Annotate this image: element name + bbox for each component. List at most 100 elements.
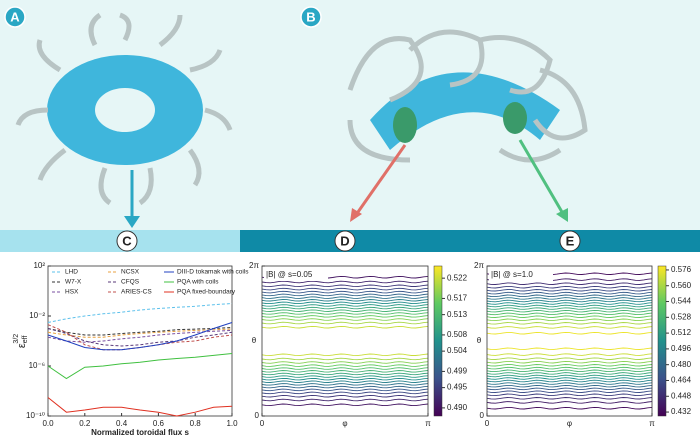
contour-line (261, 391, 429, 395)
contour-line (261, 377, 429, 381)
contour-line (486, 364, 653, 367)
y-label-sup: 3/2 (13, 334, 20, 344)
series-line (47, 328, 233, 338)
label-badge (559, 230, 581, 252)
x-tick-label: 0.6 (153, 419, 165, 428)
contour-line (486, 289, 653, 292)
contour-line (486, 360, 653, 364)
series-line (47, 328, 233, 347)
y-tick-label: 2π (474, 261, 484, 270)
contour-line (486, 369, 653, 373)
x-axis-label: φ (342, 419, 347, 428)
legend-label: HSX (65, 289, 79, 296)
plot-title: |B| @ s=0.05 (266, 270, 313, 279)
contour-line (486, 387, 653, 391)
panel-label: D (340, 233, 349, 248)
title-box (489, 269, 553, 281)
legend-label: PQA fixed-boundary (177, 289, 236, 296)
contour-line (486, 297, 653, 300)
contour-line (261, 364, 429, 367)
x-tick-label: 0 (485, 419, 490, 428)
x-tick-label: 0.0 (42, 419, 54, 428)
legend-label: ARIES-CS (121, 289, 152, 296)
plot-frame (47, 265, 233, 417)
legend-label: DIII-D tokamak with coils (177, 269, 249, 276)
colorbar-tick-label: 0.517 (447, 294, 468, 303)
contour-line (261, 280, 429, 284)
contour-line (261, 403, 429, 407)
contour-line (261, 385, 429, 389)
y-axis-label: εeff3/2 (13, 334, 29, 348)
contour-line (486, 406, 653, 410)
contour-line (486, 384, 653, 388)
contour-line (486, 393, 653, 397)
colorbar-tick-label: 0.480 (671, 360, 692, 369)
colorbar-tick-label: 0.528 (671, 312, 692, 321)
y-tick-label: 10⁻⁶ (29, 361, 45, 370)
torus-render-a (15, 12, 233, 228)
y-tick-label: 10⁻¹⁰ (26, 411, 45, 420)
contour-line (486, 309, 653, 313)
contour-line (261, 293, 429, 297)
contour-line (486, 285, 653, 289)
label-badge (334, 230, 356, 252)
chart-background (0, 252, 700, 438)
colorbar-tick-label: 0.512 (671, 328, 692, 337)
contour-line (486, 326, 653, 329)
contour-line (486, 382, 653, 385)
colorbar-tick-label: 0.508 (447, 330, 468, 339)
x-axis-label: Normalized toroidal flux s (91, 428, 189, 437)
contour-line (261, 309, 429, 312)
contour-line (261, 315, 429, 318)
contour-line (486, 291, 653, 295)
contour-line (261, 325, 429, 329)
contour-line (486, 347, 653, 351)
contour-line (486, 331, 653, 335)
series-line (47, 303, 233, 323)
legend-label: W7-X (65, 279, 82, 286)
y-tick-label: 10² (33, 261, 45, 270)
x-tick-label: 0.8 (190, 419, 202, 428)
contour-line (486, 304, 653, 308)
x-tick-label: 0.2 (79, 419, 91, 428)
x-tick-label: 1.0 (226, 419, 238, 428)
x-tick-label: π (425, 419, 431, 428)
y-tick-label: 10⁻² (29, 311, 45, 320)
series-line (47, 327, 233, 336)
contour-line (261, 388, 429, 392)
plot-title: |B| @ s=1.0 (491, 270, 533, 279)
contour-line (261, 301, 429, 305)
contour-line (486, 353, 653, 356)
contour-line (486, 374, 653, 378)
contour-line (486, 397, 653, 400)
contour-line (261, 304, 429, 307)
y-tick-label: 0 (255, 411, 260, 420)
colorbar-tick-label: 0.499 (447, 367, 468, 376)
contour-line (261, 318, 429, 321)
y-label-base: ε (16, 343, 28, 348)
contour-line (261, 284, 429, 288)
colorbar-tick-label: 0.544 (671, 297, 692, 306)
x-tick-label: 0.4 (116, 419, 128, 428)
contour-line (486, 372, 653, 375)
contour-line (261, 357, 429, 361)
contour-line (486, 282, 653, 285)
contour-line (486, 377, 653, 380)
legend-label: PQA with coils (177, 279, 219, 286)
label-badge (300, 6, 322, 28)
contour-line (261, 361, 429, 364)
contour-line (261, 372, 429, 376)
colorbar-tick-label: 0.576 (671, 265, 692, 274)
x-axis-label: φ (567, 419, 572, 428)
y-tick-label: 2π (249, 261, 259, 270)
contour-line (486, 312, 653, 316)
panel-label: C (122, 233, 132, 248)
series-line (47, 324, 233, 351)
contour-line (261, 367, 429, 370)
colorbar (657, 265, 667, 417)
contour-line (261, 299, 429, 302)
colorbar-tick-label: 0.513 (447, 310, 468, 319)
contour-line (486, 299, 653, 303)
label-badge (116, 230, 138, 252)
contour-line (486, 357, 653, 360)
